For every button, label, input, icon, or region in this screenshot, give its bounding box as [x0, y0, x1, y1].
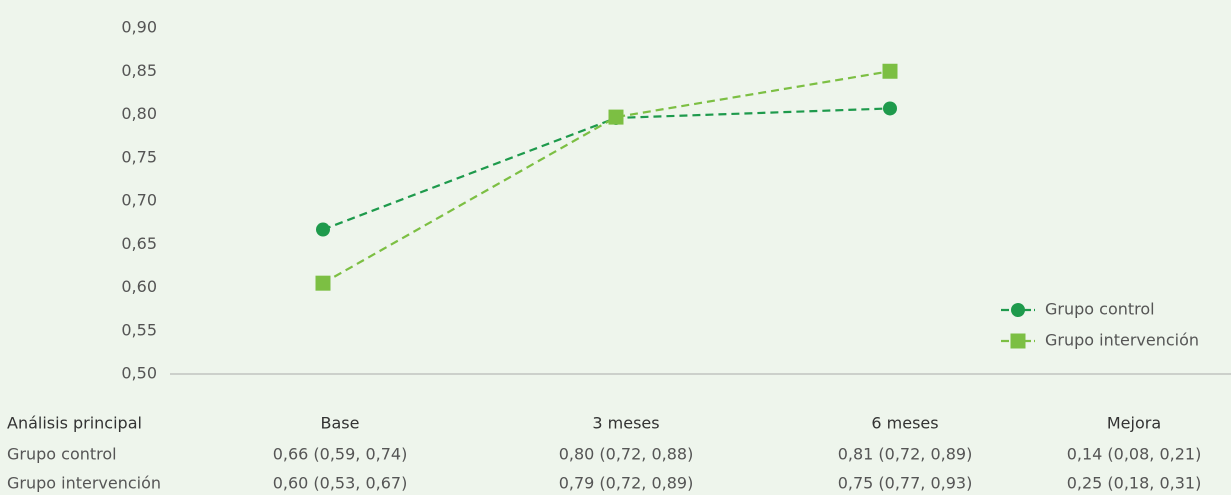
table-header: Base [321, 414, 360, 433]
y-tick-label: 0,75 [121, 147, 157, 166]
table-cell: 0,66 (0,59, 0,74) [273, 445, 408, 464]
table-cell: 0,81 (0,72, 0,89) [838, 445, 973, 464]
y-tick-label: 0,55 [121, 320, 157, 339]
legend-marker [1010, 333, 1026, 349]
series-line [322, 107, 891, 231]
y-tick-label: 0,70 [121, 191, 157, 210]
y-tick-label: 0,65 [121, 234, 157, 253]
table-cell: 0,79 (0,72, 0,89) [559, 474, 694, 493]
legend-label: Grupo intervención [1045, 331, 1199, 350]
y-tick-label: 0,90 [121, 18, 157, 37]
series-line [322, 70, 891, 285]
point [608, 109, 624, 125]
table-cell: 0,25 (0,18, 0,31) [1067, 474, 1202, 493]
table-header: 6 meses [871, 414, 938, 433]
legend-marker [1011, 303, 1025, 317]
point [883, 101, 897, 116]
y-tick-label: 0,60 [121, 277, 157, 296]
table-cell: Grupo intervención [7, 474, 161, 493]
table-cell: Grupo control [7, 445, 117, 464]
point [882, 63, 898, 79]
table-header: 3 meses [592, 414, 659, 433]
legend-label: Grupo control [1045, 300, 1155, 319]
point [315, 275, 331, 291]
y-tick-label: 0,85 [121, 61, 157, 80]
table-cell: 0,14 (0,08, 0,21) [1067, 445, 1202, 464]
table-cell: 0,75 (0,77, 0,93) [838, 474, 973, 493]
table-header: Mejora [1107, 414, 1161, 433]
y-tick-label: 0,50 [121, 364, 157, 383]
point [316, 222, 330, 237]
table-cell: 0,60 (0,53, 0,67) [273, 474, 408, 493]
table-header: Análisis principal [7, 414, 142, 433]
y-tick-label: 0,80 [121, 104, 157, 123]
table-cell: 0,80 (0,72, 0,88) [559, 445, 694, 464]
